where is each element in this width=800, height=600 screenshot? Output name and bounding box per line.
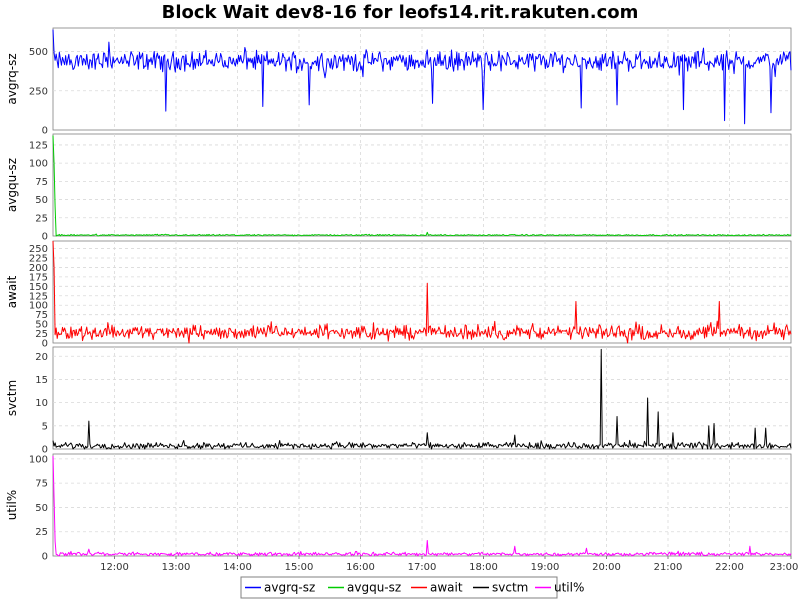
y-tick-label: 75	[35, 310, 48, 321]
y-tick-label: 75	[35, 479, 48, 490]
y-tick-label: 125	[29, 140, 48, 151]
chart-title: Block Wait dev8-16 for leofs14.rit.rakut…	[162, 2, 639, 23]
y-tick-label: 50	[35, 503, 48, 514]
y-tick-label: 150	[29, 282, 48, 293]
y-axis-label: avgrq-sz	[5, 53, 19, 104]
legend-item-avgqu-sz: avgqu-sz	[328, 581, 401, 595]
y-tick-label: 0	[42, 339, 48, 350]
legend-item-avgrq-sz: avgrq-sz	[245, 581, 315, 595]
y-axis-label: util%	[5, 490, 19, 520]
y-tick-label: 100	[29, 159, 48, 170]
y-tick-label: 0	[42, 232, 48, 243]
series-line-avgrq-sz	[52, 29, 792, 125]
y-tick-label: 500	[29, 47, 48, 58]
y-tick-label: 50	[35, 320, 48, 331]
y-axis-label: await	[5, 275, 19, 308]
x-tick-label: 20:00	[592, 562, 621, 573]
legend-item-svctm: svctm	[473, 581, 528, 595]
y-tick-label: 25	[35, 213, 48, 224]
x-tick-label: 18:00	[469, 562, 498, 573]
y-tick-label: 50	[35, 195, 48, 206]
y-tick-label: 250	[29, 86, 48, 97]
legend-item-await: await	[411, 581, 463, 595]
series-line-avgqu-sz	[52, 135, 792, 237]
y-tick-label: 125	[29, 291, 48, 302]
series-line-svctm	[52, 348, 792, 450]
y-tick-label: 5	[42, 421, 48, 432]
x-tick-label: 21:00	[654, 562, 683, 573]
y-tick-label: 100	[29, 454, 48, 465]
y-tick-label: 10	[35, 398, 48, 409]
y-tick-label: 15	[35, 375, 48, 386]
y-axis-label: svctm	[5, 380, 19, 416]
y-tick-label: 25	[35, 329, 48, 340]
series-line-util%	[52, 455, 792, 557]
x-tick-label: 13:00	[162, 562, 191, 573]
y-tick-label: 25	[35, 527, 48, 538]
legend-box	[240, 576, 558, 599]
legend-label: util%	[554, 581, 584, 595]
chart-legend: avgrq-sz avgqu-sz await svctm util%	[240, 576, 584, 599]
panel-avgqu-sz: 0 25 50 75 100 125 avgqu-sz	[5, 133, 792, 243]
legend-label: svctm	[492, 581, 528, 595]
y-tick-label: 0	[42, 126, 48, 137]
x-axis: 12:00 13:00 14:00 15:00 16:00 17:00 18:00 19:00…	[100, 556, 798, 573]
y-tick-label: 75	[35, 177, 48, 188]
series-line-await	[52, 240, 792, 344]
panel-util%: 0 25 50 75 100 util%	[5, 453, 792, 563]
x-tick-label: 12:00	[100, 562, 129, 573]
panel-avgrq-sz: 0 250 500 avgrq-sz	[5, 27, 792, 137]
x-tick-label: 16:00	[346, 562, 375, 573]
legend-label: await	[430, 581, 463, 595]
panel-svctm: 0 5 10 15 20 svctm	[5, 346, 792, 456]
x-tick-label: 15:00	[285, 562, 314, 573]
x-tick-label: 22:00	[715, 562, 744, 573]
y-tick-label: 175	[29, 272, 48, 283]
y-axis-label: avgqu-sz	[5, 158, 19, 212]
x-tick-label: 23:00	[770, 562, 799, 573]
y-tick-label: 0	[42, 445, 48, 456]
y-tick-label: 225	[29, 254, 48, 265]
x-tick-label: 17:00	[408, 562, 437, 573]
legend-label: avgqu-sz	[347, 581, 401, 595]
y-tick-label: 20	[35, 352, 48, 363]
y-tick-label: 100	[29, 301, 48, 312]
legend-label: avgrq-sz	[264, 581, 315, 595]
y-tick-label: 200	[29, 263, 48, 274]
x-tick-label: 19:00	[531, 562, 560, 573]
y-tick-label: 0	[42, 552, 48, 563]
y-tick-label: 250	[29, 244, 48, 255]
legend-item-util%: util%	[535, 581, 584, 595]
x-tick-label: 14:00	[223, 562, 252, 573]
chart-panels: 0250500avgrq-sz0255075100125avgqu-sz0255…	[5, 27, 792, 563]
